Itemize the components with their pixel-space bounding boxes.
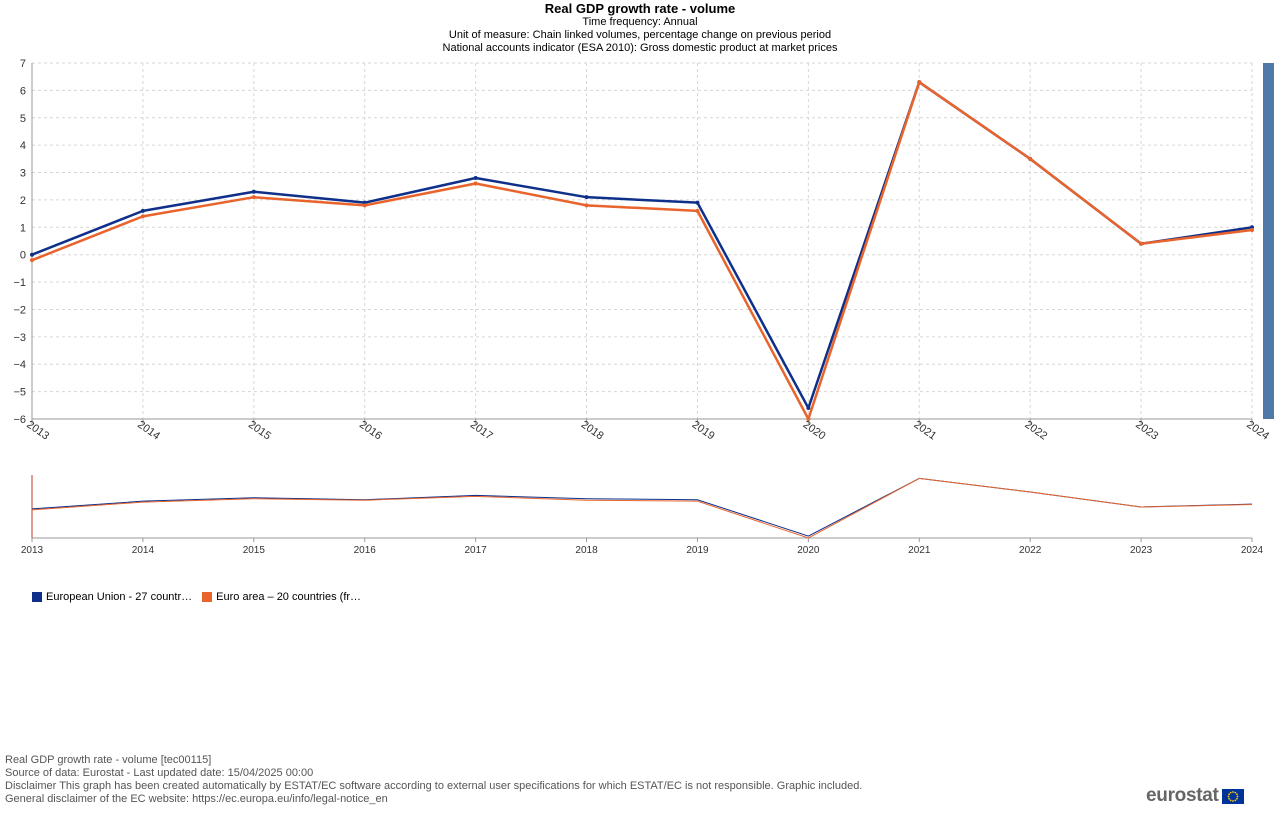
data-point-euro-area	[695, 208, 700, 213]
data-point-eu	[362, 200, 367, 205]
y-tick-label: 4	[20, 140, 26, 152]
legend-item-euro-area[interactable]: Euro area – 20 countries (fr…	[202, 591, 361, 603]
legend-swatch-eu	[32, 592, 42, 602]
navigator-tick-label: 2020	[797, 545, 820, 556]
navigator-tick-label: 2018	[575, 545, 598, 556]
y-tick-label: 1	[20, 222, 26, 234]
x-tick-label: 2013	[24, 419, 51, 443]
navigator-chart[interactable]: 2013 2014 2015 2016 2017 2018 2019 2020 2021 2022…	[0, 465, 1280, 565]
navigator-tick-label: 2019	[686, 545, 709, 556]
data-point-eu	[251, 189, 256, 194]
x-tick-label: 2023	[1133, 419, 1160, 443]
chart-header: Real GDP growth rate - volume Time frequ…	[0, 2, 1280, 55]
y-tick-label: −5	[13, 387, 26, 399]
x-tick-label: 2019	[690, 419, 717, 443]
data-point-eu	[806, 406, 811, 411]
data-point-euro-area	[473, 181, 478, 186]
data-point-euro-area	[1139, 241, 1144, 246]
navigator-tick-label: 2021	[908, 545, 931, 556]
navigator-line-euro-area	[31, 477, 1253, 539]
y-tick-label: −3	[13, 332, 26, 344]
navigator-tick-label: 2014	[132, 545, 155, 556]
data-point-euro-area	[140, 214, 145, 219]
legend-label-eu: European Union - 27 countr…	[46, 591, 193, 603]
navigator-line-eu	[31, 477, 1253, 537]
data-point-euro-area	[584, 203, 589, 208]
scrollbar-handle	[1263, 63, 1274, 419]
data-point-eu	[584, 195, 589, 200]
y-tick-label: 6	[20, 85, 26, 97]
navigator-tick-label: 2013	[21, 545, 44, 556]
legend: European Union - 27 countr… Euro area – …	[32, 591, 371, 603]
eu-flag-icon	[1221, 788, 1244, 804]
y-tick-label: −2	[13, 304, 26, 316]
chart-title: Real GDP growth rate - volume	[544, 1, 736, 16]
subtitle-indicator: National accounts indicator (ESA 2010): …	[442, 42, 838, 54]
y-tick-label: 2	[20, 195, 26, 207]
navigator-tick-label: 2022	[1019, 545, 1042, 556]
x-tick-label: 2015	[246, 419, 273, 443]
legend-swatch-euro-area	[202, 592, 213, 602]
x-tick-label: 2022	[1022, 419, 1049, 443]
eurostat-logo: eurostat	[1146, 785, 1244, 807]
data-point-euro-area	[806, 417, 811, 421]
navigator-tick-label: 2015	[243, 545, 266, 556]
y-tick-label: 0	[20, 250, 26, 262]
footer-source: Source of data: Eurostat - Last updated …	[5, 767, 314, 779]
data-point-eu	[1250, 225, 1254, 230]
legend-item-eu[interactable]: European Union - 27 countr…	[32, 591, 192, 603]
navigator-tick-label: 2017	[465, 545, 488, 556]
series-line-eu	[31, 80, 1253, 410]
data-point-eu	[140, 208, 145, 213]
data-point-eu	[30, 252, 34, 257]
data-point-euro-area	[1028, 156, 1033, 161]
navigator-tick-label: 2024	[1241, 545, 1264, 556]
y-tick-label: −4	[13, 359, 26, 371]
x-tick-label: 2017	[468, 419, 495, 443]
x-tick-label: 2018	[579, 419, 606, 443]
data-point-euro-area	[917, 80, 922, 85]
data-point-eu	[473, 176, 478, 181]
x-tick-label: 2014	[135, 419, 162, 443]
eurostat-wordmark: eurostat	[1146, 785, 1219, 806]
footer: Real GDP growth rate - volume [tec00115]…	[5, 754, 862, 806]
y-tick-label: 7	[20, 58, 26, 70]
data-point-euro-area	[1250, 228, 1254, 233]
footer-dataset: Real GDP growth rate - volume [tec00115]	[5, 754, 212, 766]
x-tick-label: 2024	[1244, 419, 1271, 443]
x-tick-label: 2020	[801, 419, 828, 443]
subtitle-unit: Unit of measure: Chain linked volumes, p…	[448, 29, 832, 41]
main-chart[interactable]: −6 −5 −4 −3 −2 −1 0 1 2 3 4 5 6 7 2013 2014 2015 2016 2017…	[0, 0, 1280, 460]
data-point-euro-area	[251, 195, 256, 200]
x-tick-label: 2016	[357, 419, 384, 443]
navigator-tick-label: 2016	[354, 545, 377, 556]
data-point-eu	[695, 200, 700, 205]
legend-label-euro-area: Euro area – 20 countries (fr…	[216, 591, 362, 603]
subtitle-frequency: Time frequency: Annual	[582, 16, 698, 28]
y-tick-label: −1	[13, 277, 26, 289]
y-tick-label: −6	[13, 414, 26, 426]
navigator-tick-label: 2023	[1130, 545, 1153, 556]
y-tick-label: 5	[20, 113, 26, 125]
data-point-euro-area	[30, 258, 34, 263]
footer-ec-disclaimer: General disclaimer of the EC website: ht…	[5, 793, 388, 805]
x-tick-label: 2021	[912, 419, 939, 443]
footer-disclaimer: Disclaimer This graph has been created a…	[5, 780, 863, 792]
y-tick-label: 3	[20, 168, 26, 180]
series-line-euro-area	[31, 80, 1253, 421]
data-point-euro-area	[362, 203, 367, 208]
